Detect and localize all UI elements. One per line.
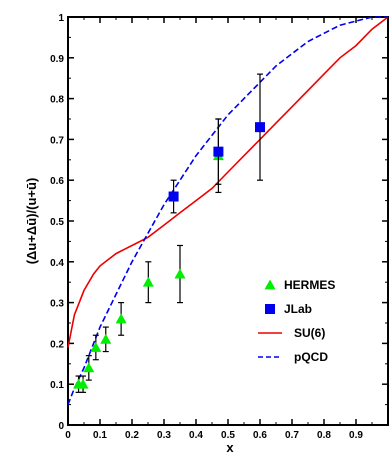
tick-labels: 0 0.1 0.2 0.3 0.4 0.5 0.6 0.7 0.8 0.9 1 0 0.1 0.2 0.3 0… (24, 13, 363, 455)
plot-frame (67, 16, 389, 426)
y-tick-label: 0.4 (50, 258, 64, 269)
x-tick-label: 0.6 (253, 430, 267, 441)
y-tick-label: 0.8 (50, 95, 64, 106)
x-tick-label: 0.3 (157, 430, 171, 441)
jlab-point (213, 146, 224, 157)
y-tick-label: 0.3 (50, 299, 64, 310)
y-tick-label: 1 (58, 13, 64, 24)
hermes-point (115, 313, 127, 324)
hermes-point (142, 276, 154, 287)
plot-area (67, 16, 389, 405)
legend-jlab-label: JLab (284, 302, 312, 316)
x-tick-label: 0.1 (93, 430, 107, 441)
legend-pqcd-label: pQCD (294, 350, 328, 364)
jlab-point (255, 122, 265, 133)
x-tick-label: 0.8 (317, 430, 331, 441)
hermes-point (90, 341, 102, 352)
y-tick-label: 0.1 (50, 380, 64, 391)
x-tick-label: 0.4 (189, 430, 203, 441)
su-6-curve (67, 16, 389, 348)
x-tick-label: 0.2 (125, 430, 139, 441)
y-tick-label: 0 (58, 421, 64, 432)
hermes-point (174, 268, 186, 279)
y-axis-label: (Δu+Δū)/(u+ū) (24, 178, 39, 265)
hermes-point (100, 333, 112, 344)
x-tick-label: 0.9 (349, 430, 363, 441)
y-tick-label: 0.6 (50, 176, 64, 187)
y-tick-label: 0.9 (50, 54, 64, 65)
legend: HERMES JLab SU(6) pQCD (258, 278, 335, 364)
x-axis-label: x (226, 440, 234, 455)
legend-su-6-label: SU(6) (294, 326, 325, 340)
legend-hermes-label: HERMES (284, 278, 335, 292)
pqcd-curve (67, 16, 388, 405)
legend-hermes-marker (264, 279, 276, 290)
hermes-point (83, 362, 95, 373)
x-tick-label: 0.7 (285, 430, 299, 441)
hermes-point (77, 378, 89, 389)
jlab-point (168, 191, 179, 202)
x-tick-label: 0 (65, 430, 71, 441)
y-tick-label: 0.5 (50, 217, 64, 228)
legend-jlab-marker (265, 304, 275, 314)
x-tick-label: 0.5 (221, 430, 235, 441)
axes (67, 16, 389, 426)
y-tick-label: 0.2 (50, 339, 64, 350)
y-tick-label: 0.7 (50, 135, 64, 146)
